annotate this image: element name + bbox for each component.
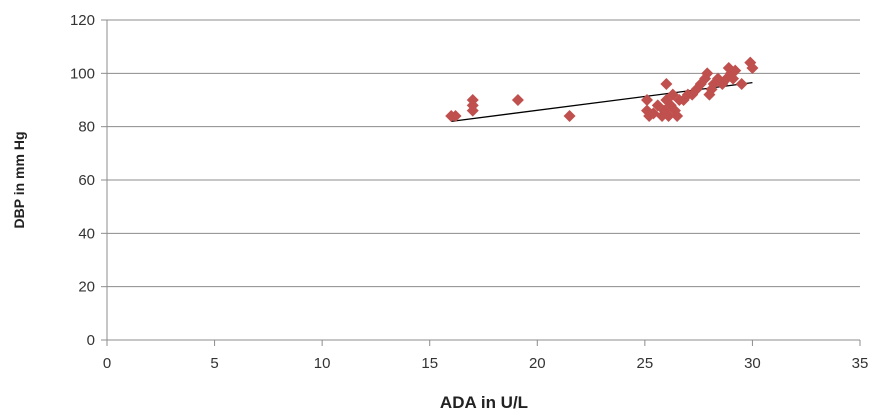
data-point-6 (511, 94, 524, 106)
y-axis-title: DBP in mm Hg (11, 132, 27, 229)
data-point-2 (449, 110, 462, 122)
data-point-40 (735, 78, 748, 90)
y-tick-label-20: 20 (78, 279, 95, 296)
data-point-15 (660, 78, 673, 90)
y-tick-label-100: 100 (70, 65, 95, 82)
data-point-7 (563, 110, 576, 122)
data-point-42 (746, 62, 759, 74)
x-tick-label-10: 10 (314, 355, 331, 372)
data-point-29 (701, 67, 714, 80)
x-tick-label-30: 30 (744, 355, 761, 372)
axes (101, 19, 861, 346)
x-axis-title: ADA in U/L (440, 393, 528, 412)
y-tick-label-0: 0 (87, 332, 95, 349)
data-point-21 (671, 110, 684, 122)
y-tick-label-80: 80 (78, 119, 95, 136)
y-tick-label-60: 60 (78, 172, 95, 189)
x-tick-label-5: 5 (210, 355, 218, 372)
data-point-5 (466, 104, 479, 117)
y-tick-label-40: 40 (78, 225, 95, 242)
y-tick-label-120: 120 (70, 12, 95, 29)
data-points (445, 56, 759, 122)
tick-labels: 0 20 40 60 80 100 120 0 5 10 15 20 25 30 35 (70, 12, 868, 372)
x-tick-label-20: 20 (529, 355, 546, 372)
x-tick-label-25: 25 (637, 355, 654, 372)
x-tick-label-0: 0 (103, 355, 111, 372)
x-tick-label-35: 35 (852, 355, 869, 372)
data-point-8 (641, 94, 654, 106)
data-point-39 (729, 64, 742, 77)
x-tick-label-15: 15 (421, 355, 438, 372)
gridlines (107, 19, 860, 288)
